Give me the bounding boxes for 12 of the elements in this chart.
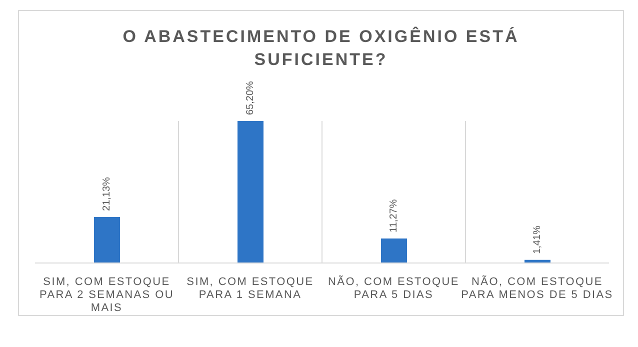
x-tick-label: SIM, COM ESTOQUE PARA 1 SEMANA [186,276,314,301]
data-label: 21,13% [102,176,112,211]
data-label: 65,20% [245,80,256,115]
x-tick-label: NÃO, COM ESTOQUE PARA MENOS DE 5 DIAS [461,275,614,301]
bar [381,238,407,263]
x-tick-label: SIM, COM ESTOQUE PARA 2 SEMANAS OU MAIS [39,276,174,314]
data-label: 1,41% [532,225,543,254]
x-tick-label: NÃO, COM ESTOQUE PARA 5 DIAS [328,275,460,301]
data-label: 11,27% [388,199,400,232]
bar [238,121,264,263]
chart-title: O ABASTECIMENTO DE OXIGÊNIO ESTÁ SUFICIENTE? [122,26,520,71]
bar [94,216,120,263]
